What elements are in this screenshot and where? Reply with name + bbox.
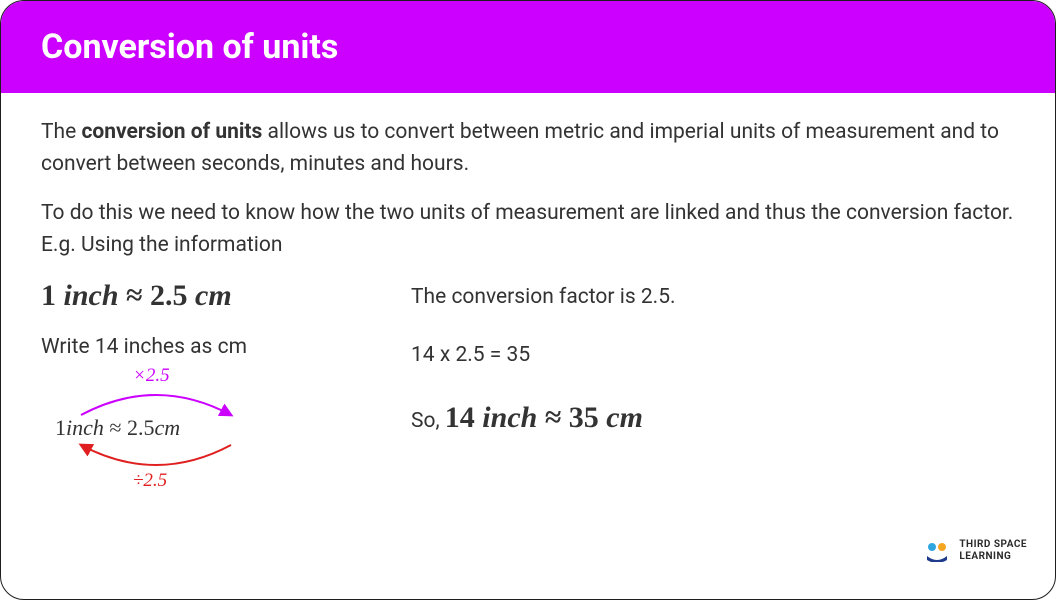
logo-text: THIRD SPACE LEARNING: [959, 539, 1027, 563]
diagram-equation: 1inch ≈ 2.5cm: [55, 415, 180, 441]
main-equation: 1 inch ≈ 2.5 cm: [41, 279, 371, 313]
eq-unit: cm: [154, 415, 180, 440]
eq-num: 35: [569, 401, 607, 434]
eq-approx: ≈: [104, 415, 127, 440]
logo-icon: [923, 540, 951, 562]
eq-num: 14: [445, 401, 483, 434]
eq-unit: cm: [606, 401, 643, 434]
eq-num: 2.5: [150, 279, 195, 312]
bold-term: conversion of units: [81, 120, 262, 144]
text: The: [41, 120, 81, 144]
brand-logo: THIRD SPACE LEARNING: [923, 539, 1027, 563]
card-header: Conversion of units: [1, 1, 1055, 93]
eq-unit: cm: [195, 279, 232, 312]
divide-label: ÷2.5: [133, 470, 167, 492]
info-card: Conversion of units The conversion of un…: [0, 0, 1056, 600]
eq-unit: inch: [482, 401, 537, 434]
eq-unit: inch: [64, 279, 119, 312]
calculation-text: 14 x 2.5 = 35: [411, 343, 1015, 367]
eq-num: 2.5: [127, 415, 155, 440]
card-title: Conversion of units: [41, 27, 1015, 67]
eq-num: 1: [41, 279, 64, 312]
left-column: 1 inch ≈ 2.5 cm Write 14 inches as cm ×2…: [41, 279, 371, 495]
eq-approx: ≈: [119, 279, 150, 312]
result-equation: 14 inch ≈ 35 cm: [445, 401, 643, 434]
eq-approx: ≈: [537, 401, 568, 434]
logo-line: LEARNING: [959, 551, 1027, 563]
right-column: The conversion factor is 2.5. 14 x 2.5 =…: [411, 279, 1015, 495]
eq-num: 1: [55, 415, 66, 440]
eq-unit: inch: [66, 415, 104, 440]
result-prefix: So,: [411, 409, 445, 433]
conversion-factor-text: The conversion factor is 2.5.: [411, 285, 1015, 309]
write-as-prompt: Write 14 inches as cm: [41, 335, 371, 359]
conversion-diagram: ×2.5 1inc: [41, 365, 291, 495]
intro-paragraph-2: To do this we need to know how the two u…: [41, 198, 1015, 261]
logo-line: THIRD SPACE: [959, 539, 1027, 551]
card-body: The conversion of units allows us to con…: [1, 93, 1055, 515]
result-line: So, 14 inch ≈ 35 cm: [411, 401, 1015, 435]
columns: 1 inch ≈ 2.5 cm Write 14 inches as cm ×2…: [41, 279, 1015, 495]
intro-paragraph-1: The conversion of units allows us to con…: [41, 117, 1015, 180]
